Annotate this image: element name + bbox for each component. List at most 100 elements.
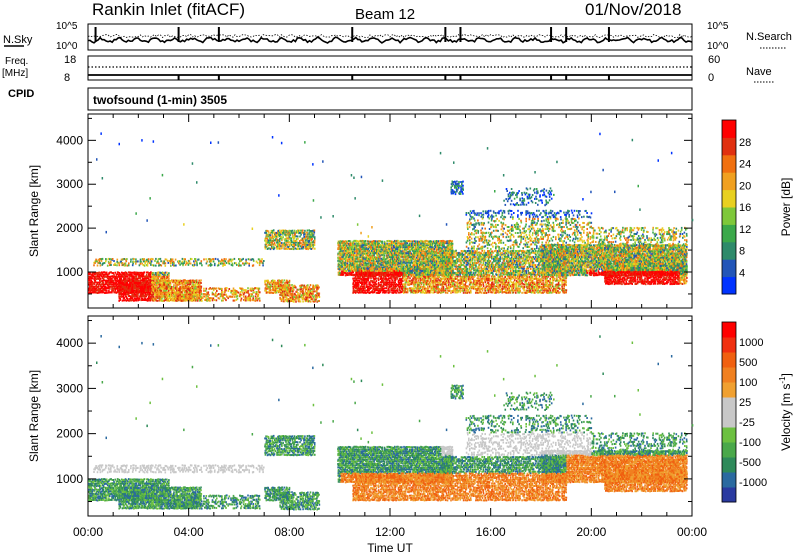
range-cell — [193, 298, 195, 300]
range-cell — [214, 263, 216, 265]
range-cell — [204, 299, 206, 301]
range-cell — [262, 264, 264, 266]
range-cell — [310, 301, 312, 303]
range-cell — [195, 287, 197, 289]
range-cell — [133, 276, 135, 278]
range-cell — [201, 300, 203, 302]
range-cell — [179, 292, 181, 294]
range-cell — [292, 241, 294, 243]
range-cell — [360, 276, 362, 278]
range-cell — [452, 243, 454, 245]
range-cell — [295, 301, 297, 303]
range-cell — [169, 300, 171, 302]
range-cell — [182, 284, 184, 286]
range-cell — [100, 265, 102, 267]
range-cell — [92, 274, 94, 276]
range-cell — [232, 263, 234, 265]
range-cell — [185, 299, 187, 301]
range-cell — [174, 300, 176, 302]
range-cell — [226, 262, 228, 264]
range-cell — [254, 291, 256, 293]
range-cell — [208, 294, 210, 296]
range-cell — [382, 241, 384, 243]
range-cell — [112, 258, 114, 260]
range-cell — [157, 277, 159, 279]
range-cell — [216, 299, 218, 301]
range-cell — [133, 261, 135, 263]
range-cell — [120, 289, 122, 291]
range-cell — [297, 292, 299, 294]
range-cell — [312, 293, 314, 295]
range-cell — [270, 289, 272, 291]
range-cell — [138, 280, 140, 282]
range-cell — [153, 265, 155, 267]
range-cell — [301, 286, 303, 288]
range-cell — [214, 299, 216, 301]
range-cell — [266, 230, 268, 232]
range-cell — [408, 258, 410, 260]
range-cell — [99, 262, 101, 264]
range-cell — [130, 288, 132, 290]
range-cell — [115, 272, 117, 274]
range-cell — [168, 272, 170, 274]
range-cell — [197, 300, 199, 302]
range-cell — [354, 268, 356, 270]
range-cell — [357, 270, 359, 272]
range-cell — [110, 276, 112, 278]
range-cell — [184, 279, 186, 281]
range-cell — [107, 265, 109, 267]
range-cell — [312, 248, 314, 250]
range-cell — [120, 298, 122, 300]
range-cell — [235, 290, 237, 292]
range-cell — [314, 230, 316, 232]
range-cell — [259, 300, 261, 302]
range-cell — [207, 298, 209, 300]
range-cell — [349, 268, 351, 270]
range-cell — [137, 260, 139, 262]
range-cell — [343, 274, 345, 276]
range-cell — [122, 262, 124, 264]
range-cell — [371, 246, 373, 248]
range-cell — [96, 276, 98, 278]
range-cell — [232, 259, 234, 261]
range-cell — [125, 280, 127, 282]
range-cell — [150, 264, 152, 266]
range-cell — [99, 278, 101, 280]
range-cell — [309, 240, 311, 242]
range-cell — [228, 290, 230, 292]
range-cell — [106, 258, 108, 260]
range-cell — [401, 240, 403, 242]
range-cell — [118, 262, 120, 264]
range-cell — [222, 294, 224, 296]
range-cell — [147, 265, 149, 267]
range-cell — [358, 286, 360, 288]
range-cell — [151, 260, 153, 262]
range-cell — [208, 291, 210, 293]
range-cell — [310, 230, 312, 232]
range-cell — [170, 265, 172, 267]
range-cell — [160, 282, 162, 284]
range-cell — [189, 260, 191, 262]
range-cell — [267, 284, 269, 286]
range-cell — [439, 252, 441, 254]
range-cell — [177, 293, 179, 295]
range-cell — [418, 256, 420, 258]
range-cell — [188, 280, 190, 282]
range-cell — [204, 296, 206, 298]
range-cell — [319, 293, 321, 295]
range-cell — [293, 301, 295, 303]
range-cell — [385, 243, 387, 245]
range-cell — [114, 263, 116, 265]
range-cell — [273, 229, 275, 231]
range-cell — [289, 234, 291, 236]
range-cell — [302, 290, 304, 292]
range-cell — [212, 299, 214, 301]
range-cell — [136, 275, 138, 277]
range-cell — [352, 268, 354, 270]
range-cell — [148, 279, 150, 281]
range-cell — [175, 259, 177, 261]
nave-max-label: 60 — [708, 54, 720, 66]
range-cell — [203, 258, 205, 260]
range-cell — [355, 292, 357, 294]
range-cell — [200, 288, 202, 290]
